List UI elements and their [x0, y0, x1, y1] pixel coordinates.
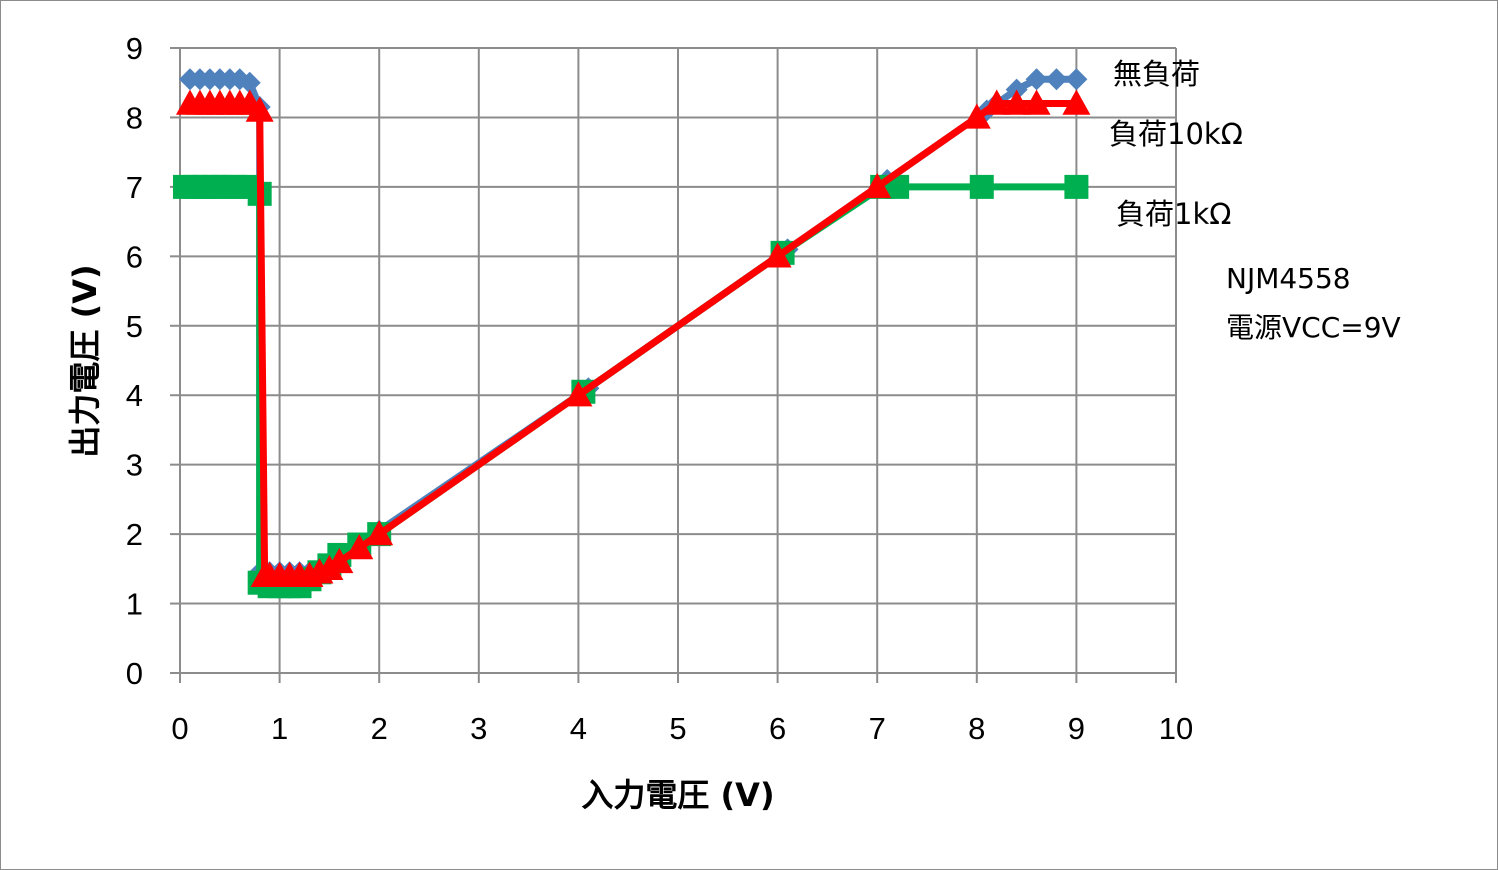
series-1-point-21 [863, 172, 892, 199]
series-2-point-23 [969, 174, 994, 199]
y-tick-label-6: 6 [126, 239, 143, 274]
series-1-point-26 [1062, 89, 1091, 115]
y-tick-label-9: 9 [126, 31, 143, 66]
series-1-point-16 [325, 547, 354, 574]
x-tick-label-10: 10 [1159, 711, 1193, 746]
x-tick-label-5: 5 [669, 711, 686, 746]
x-tick-label-3: 3 [470, 711, 487, 746]
series-line-1 [189, 100, 1077, 580]
series-1-point-24 [1002, 89, 1031, 115]
series-group [172, 68, 1091, 599]
x-tick-label-7: 7 [869, 711, 886, 746]
legend-label-no-load: 無負荷 [1113, 57, 1200, 91]
series-1 [175, 89, 1091, 587]
legend-label-load-10k: 負荷10kΩ [1109, 117, 1243, 151]
y-tick-label-0: 0 [126, 656, 143, 691]
legend-label-load-1k: 負荷1kΩ [1116, 197, 1231, 231]
x-tick-label-6: 6 [769, 711, 786, 746]
x-tick-label-1: 1 [271, 711, 288, 746]
series-1-point-17 [345, 534, 374, 560]
y-tick-label-5: 5 [126, 309, 143, 344]
series-1-point-23 [982, 89, 1011, 115]
x-tick-label-4: 4 [570, 711, 587, 746]
series-1-point-19 [564, 381, 593, 407]
series-0-point-6 [238, 71, 261, 94]
series-2-point-24 [1064, 174, 1089, 199]
y-tick-label-3: 3 [126, 448, 143, 483]
annotation-supply-voltage: 電源VCC=9V [1226, 311, 1401, 344]
y-tick-label-1: 1 [126, 587, 143, 622]
series-1-point-18 [365, 520, 394, 546]
series-0-point-27 [1065, 68, 1088, 91]
y-tick-label-8: 8 [126, 100, 143, 135]
y-tick-label-7: 7 [126, 170, 143, 205]
series-1-point-25 [1022, 89, 1051, 115]
x-axis-title: 入力電圧 (V) [581, 776, 774, 814]
series-0-point-25 [1025, 68, 1048, 91]
axes: 0 1 2 3 4 5 6 7 8 9 10 0 1 2 3 4 5 6 7 8 9 [126, 31, 1193, 746]
annotation-ic-name: NJM4558 [1226, 262, 1351, 295]
series-line-2 [184, 183, 1077, 590]
x-tick-label-2: 2 [371, 711, 388, 746]
y-tick-label-2: 2 [126, 517, 143, 552]
series-1-point-20 [763, 242, 792, 268]
y-axis-title: 出力電圧 (V) [66, 264, 104, 457]
x-tick-label-8: 8 [968, 711, 985, 746]
series-0-point-26 [1045, 68, 1068, 91]
series-1-point-22 [962, 103, 991, 129]
x-tick-label-0: 0 [171, 711, 188, 746]
y-tick-label-4: 4 [126, 378, 143, 413]
x-tick-label-9: 9 [1068, 711, 1085, 746]
series-1-point-7 [245, 96, 274, 122]
